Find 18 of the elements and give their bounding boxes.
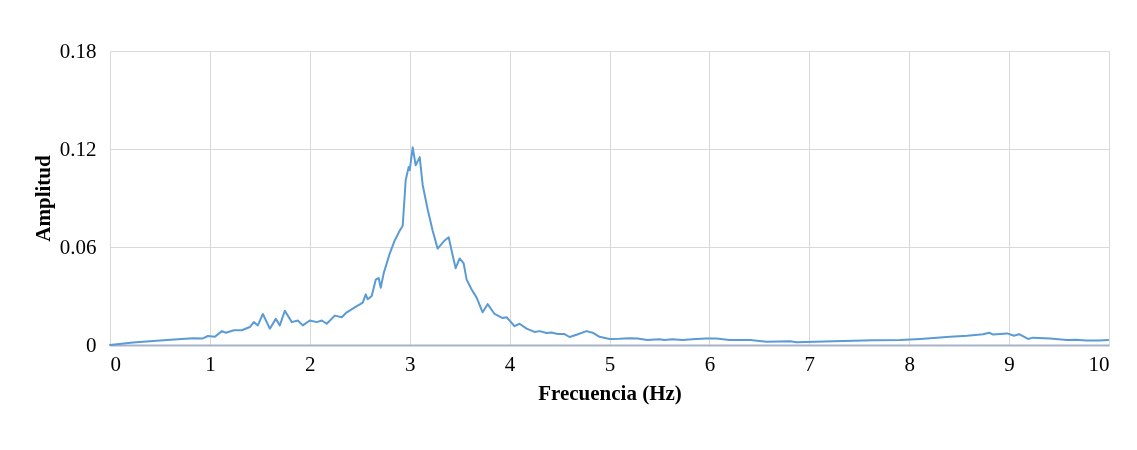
- x-tick-label: 0: [110, 351, 121, 376]
- x-tick-label: 2: [305, 351, 316, 376]
- x-tick-label: 3: [404, 351, 416, 376]
- y-axis-title: Amplitud: [30, 155, 55, 242]
- x-tick-label: 4: [504, 351, 516, 376]
- x-axis-title: Frecuencia (Hz): [538, 380, 682, 405]
- x-tick-label: 10: [1088, 351, 1110, 376]
- y-tick-label: 0.18: [59, 38, 97, 63]
- x-tick-label: 9: [1004, 351, 1015, 376]
- line-series: [109, 146, 1109, 346]
- x-tick-label: 1: [205, 351, 216, 376]
- x-tick-label: 6: [704, 351, 716, 376]
- y-tick-label: 0.06: [59, 234, 97, 259]
- y-tick-label: 0.12: [59, 136, 97, 161]
- x-tick-label: 7: [804, 351, 816, 376]
- x-tick-label: 5: [604, 351, 616, 376]
- y-tick-label: 0: [86, 332, 97, 357]
- x-tick-label: 8: [904, 351, 915, 376]
